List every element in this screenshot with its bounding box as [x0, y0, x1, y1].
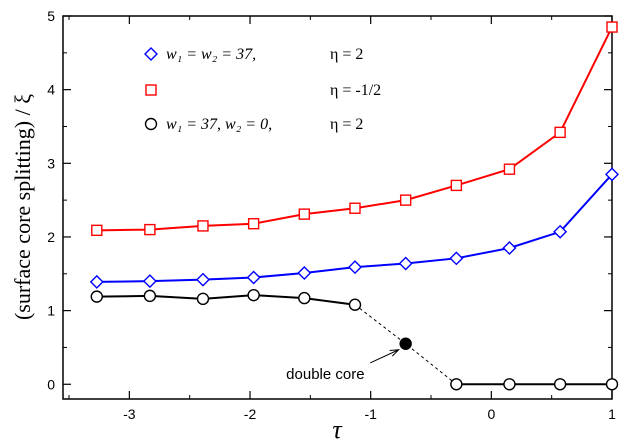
- data-point-diamond: [89, 274, 104, 289]
- x-tick-label: -1: [364, 406, 377, 422]
- legend: w₁ = w₂ = 37, η = 2 η = -1/2 w₁ = 37, w₂ = …: [144, 46, 381, 133]
- legend-marker-square: [145, 84, 157, 96]
- data-point-diamond: [502, 241, 517, 255]
- axes: -3 -2 -1 0 1 0 1 2 3 4 5: [47, 8, 616, 422]
- data-point-diamond: [246, 270, 261, 285]
- data-point-square: [503, 163, 516, 175]
- data-point-square: [349, 202, 361, 214]
- data-point-circle: [450, 378, 463, 391]
- data-point-circle: [90, 290, 103, 303]
- x-tick-label: -2: [244, 406, 257, 422]
- data-point-diamond: [195, 272, 210, 287]
- y-tick-label: 5: [47, 8, 55, 24]
- data-point-diamond: [449, 251, 464, 266]
- data-point-diamond: [398, 256, 413, 271]
- data-point-square: [91, 224, 103, 237]
- data-point-circle: [553, 378, 567, 391]
- annotation-arrowhead: [389, 349, 400, 357]
- annotation-arrow: [369, 349, 399, 364]
- data-point-circle: [605, 378, 619, 391]
- data-point-circle: [503, 378, 516, 391]
- series-group: [89, 21, 619, 391]
- data-point-diamond: [142, 274, 157, 289]
- y-tick-label: 3: [47, 155, 55, 171]
- x-tick-label: 1: [608, 406, 616, 422]
- legend-label: w₁ = w₂ = 37,: [166, 46, 256, 63]
- data-point-square: [399, 194, 412, 206]
- legend-eta: η = -1/2: [330, 82, 381, 99]
- data-point-square: [197, 220, 209, 232]
- data-point-circle: [143, 289, 157, 303]
- legend-marker-circle: [144, 117, 158, 131]
- data-point-square: [298, 208, 311, 220]
- double-core-point: [399, 337, 412, 350]
- annotation-text: double core: [286, 366, 364, 383]
- data-point-circle: [247, 288, 260, 302]
- data-point-diamond: [553, 224, 568, 239]
- x-axis-label: τ: [332, 415, 343, 441]
- data-point-diamond: [605, 167, 619, 182]
- data-point-circle: [348, 298, 362, 311]
- y-tick-label: 4: [47, 82, 55, 98]
- plot-frame: [62, 15, 613, 400]
- data-point-square: [554, 126, 566, 139]
- data-point-square: [450, 179, 463, 192]
- data-point-square: [144, 223, 156, 236]
- y-tick-label: 1: [47, 303, 55, 319]
- y-tick-label: 0: [47, 376, 55, 392]
- x-tick-label: -3: [123, 406, 136, 422]
- data-point-circle: [298, 291, 311, 305]
- annotation-group: double core: [286, 337, 412, 383]
- x-tick-label: 0: [487, 406, 495, 422]
- data-point-diamond: [348, 260, 362, 275]
- data-point-square: [247, 218, 260, 230]
- data-point-square: [606, 21, 618, 33]
- data-point-circle: [196, 292, 210, 306]
- legend-label: w₁ = 37, w₂ = 0,: [166, 116, 272, 133]
- series-line-circle: [96, 294, 356, 306]
- data-point-diamond: [297, 266, 312, 281]
- y-axis-label: (surface core splitting) / ξ: [10, 94, 35, 320]
- legend-marker-diamond: [144, 47, 158, 61]
- legend-eta: η = 2: [330, 46, 363, 63]
- y-tick-label: 2: [47, 229, 55, 245]
- legend-eta: η = 2: [330, 116, 363, 133]
